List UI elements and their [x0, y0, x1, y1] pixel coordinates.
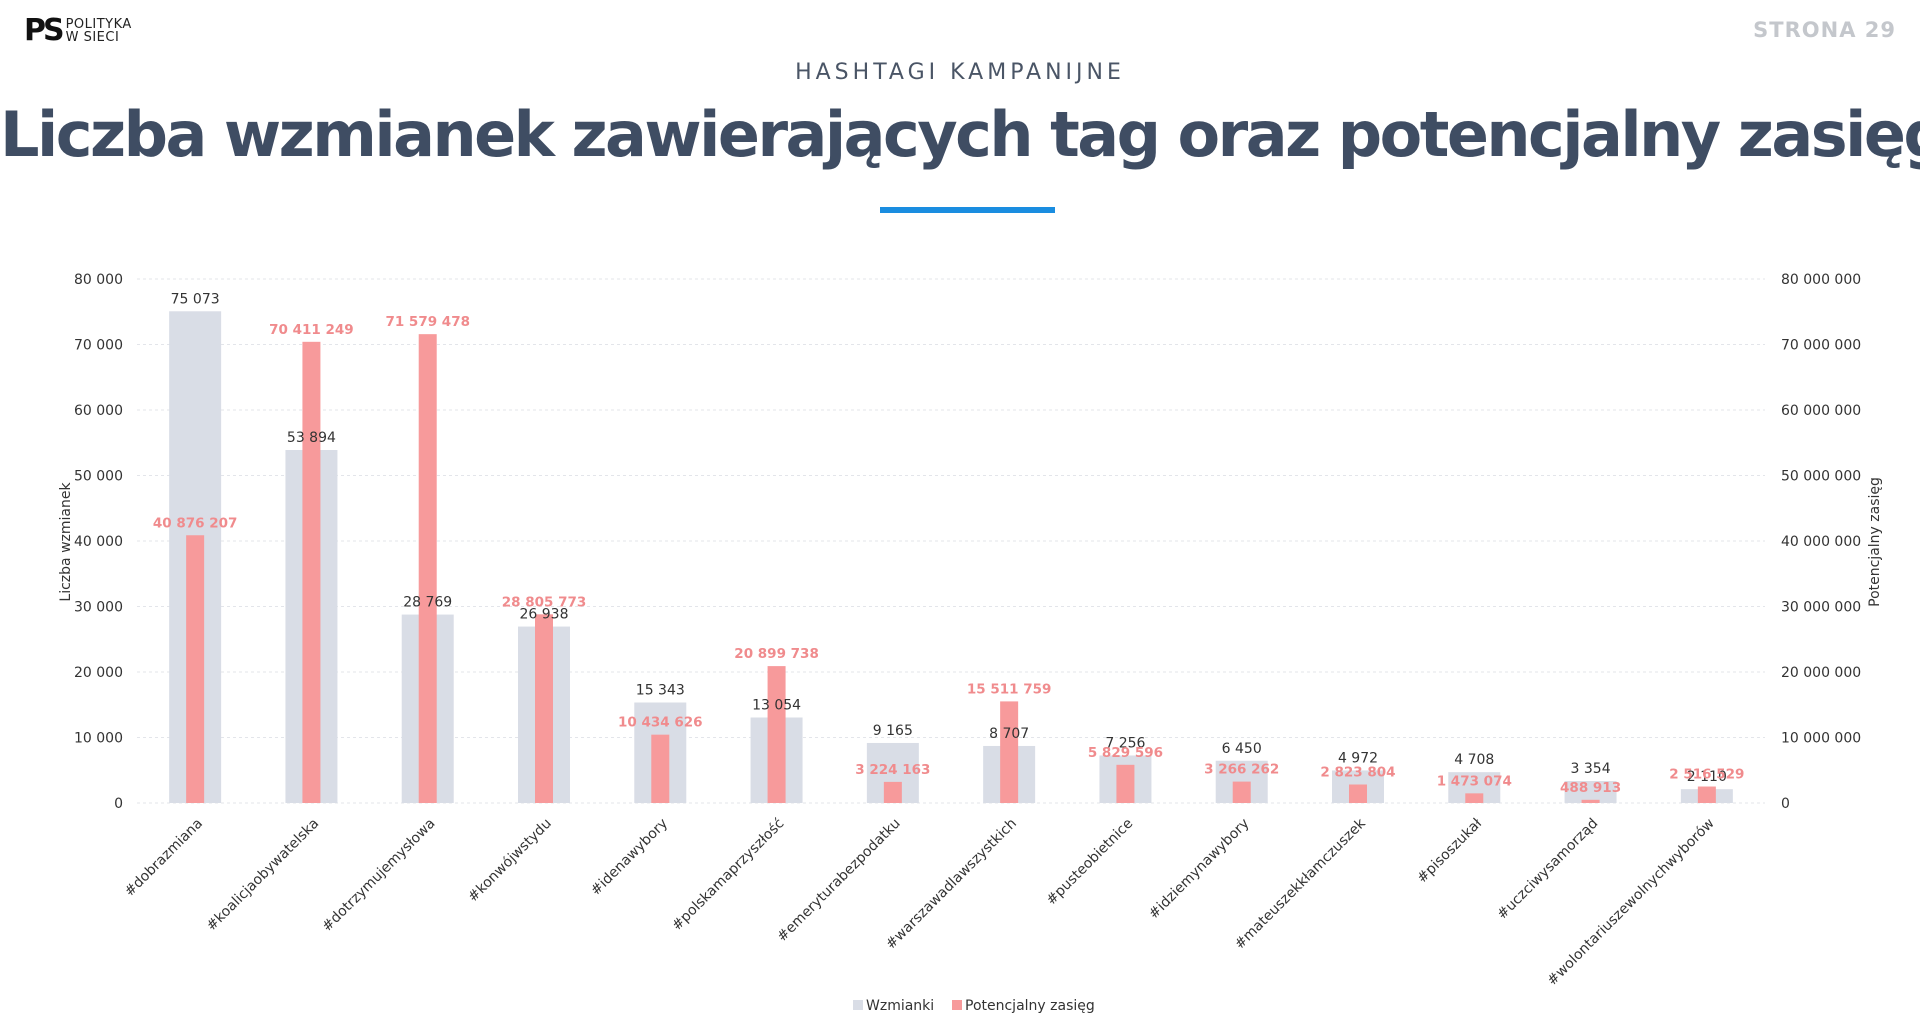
left-axis-title: Liczba wzmianek — [58, 482, 74, 602]
reach-data-label: 28 805 773 — [502, 594, 587, 610]
logo: PS POLITYKA W SIECI — [24, 16, 132, 46]
category-label: #idziemynawybory — [1146, 816, 1253, 923]
legend-label-reach: Potencjalny zasięg — [965, 998, 1095, 1014]
right-axis-title: Potencjalny zasięg — [1867, 477, 1883, 607]
title-underline — [880, 207, 1055, 213]
mentions-data-label: 3 354 — [1571, 761, 1611, 777]
y2-tick-label: 30 000 000 — [1781, 600, 1861, 616]
reach-data-label: 2 823 804 — [1320, 765, 1395, 781]
mentions-data-label: 6 450 — [1222, 741, 1262, 757]
y-tick-label: 20 000 — [74, 665, 123, 681]
left-axis-ticks: 0 10 000 20 000 30 000 40 000 50 000 60 000 70 … — [74, 272, 123, 812]
reach-bar — [1349, 784, 1367, 803]
legend: Wzmianki Potencjalny zasięg — [853, 998, 1095, 1014]
reach-bar — [1581, 799, 1600, 803]
category-label: #koalicjaobywatelska — [204, 816, 323, 935]
reach-bar — [1232, 781, 1251, 803]
reach-data-label: 10 434 626 — [618, 715, 703, 731]
reach-data-label: 40 876 207 — [153, 515, 238, 531]
mentions-data-label: 7 256 — [1105, 735, 1145, 751]
y2-tick-label: 80 000 000 — [1781, 272, 1861, 288]
y-tick-label: 60 000 — [74, 403, 123, 419]
reach-bar — [767, 666, 786, 803]
data-labels: 75 073 40 876 207 53 894 70 411 249 28 769 71… — [153, 291, 1745, 796]
mentions-data-label: 53 894 — [287, 430, 336, 446]
reach-bar — [1465, 793, 1484, 803]
logo-line-1: POLITYKA — [65, 17, 132, 32]
y2-tick-label: 50 000 000 — [1781, 469, 1861, 485]
y-tick-label: 80 000 — [74, 272, 123, 288]
category-label: #konwójwstydu — [465, 816, 555, 906]
category-labels: #dobrazmiana#koalicjaobywatelska#dotrzym… — [122, 815, 1718, 989]
reach-data-label: 71 579 478 — [385, 314, 470, 330]
category-label: #uczciwysamorząd — [1494, 816, 1601, 923]
reach-data-label: 3 224 163 — [855, 762, 930, 778]
category-label: #warszawadlawszystkich — [883, 816, 1020, 953]
category-label: #pusteobietnice — [1043, 816, 1136, 909]
reach-bar — [535, 614, 553, 803]
category-label: #polskamaprzyszłość — [669, 816, 787, 934]
y2-tick-label: 20 000 000 — [1781, 665, 1861, 681]
reach-bar — [651, 734, 670, 803]
mentions-data-label: 75 073 — [171, 291, 220, 307]
mentions-data-label: 28 769 — [403, 595, 452, 611]
mentions-data-label: 4 708 — [1454, 752, 1494, 768]
gridlines — [137, 278, 1765, 804]
y2-tick-label: 60 000 000 — [1781, 403, 1861, 419]
y-tick-label: 10 000 — [74, 731, 123, 747]
reach-bar — [1000, 701, 1019, 803]
category-label: #dobrazmiana — [122, 816, 206, 900]
mentions-data-label: 13 054 — [752, 697, 801, 713]
right-axis-ticks: 0 10 000 000 20 000 000 30 000 000 40 000 00… — [1781, 272, 1861, 812]
y-tick-label: 30 000 — [74, 600, 123, 616]
reach-data-label: 20 899 738 — [734, 646, 819, 662]
legend-swatch-mentions — [853, 1000, 863, 1010]
reach-data-label: 488 913 — [1560, 780, 1621, 796]
mentions-data-label: 15 343 — [636, 683, 685, 699]
mentions-data-label: 8 707 — [989, 726, 1029, 742]
mentions-data-label: 9 165 — [873, 723, 913, 739]
mentions-bar — [1564, 781, 1617, 803]
reach-data-label: 1 473 074 — [1437, 773, 1512, 789]
reach-data-label: 2 516 529 — [1669, 767, 1744, 783]
legend-label-mentions: Wzmianki — [866, 998, 934, 1014]
logo-mark: PS — [24, 13, 65, 48]
reach-data-label: 70 411 249 — [269, 322, 354, 338]
category-label: #pisoszukał — [1414, 816, 1485, 887]
mentions-data-label: 2 110 — [1687, 769, 1727, 785]
reach-data-label: 3 266 262 — [1204, 762, 1279, 778]
y2-tick-label: 40 000 000 — [1781, 534, 1861, 550]
reach-bar — [418, 334, 437, 803]
y-tick-label: 40 000 — [74, 534, 123, 550]
category-label: #mateuszekkłamczuszek — [1232, 815, 1370, 953]
category-label: #emeryturabezpodatku — [774, 816, 903, 945]
reach-bar — [302, 341, 321, 803]
reach-bar — [883, 781, 902, 803]
y2-tick-label: 10 000 000 — [1781, 731, 1861, 747]
y2-tick-label: 70 000 000 — [1781, 338, 1861, 354]
category-label: #idenawybory — [588, 816, 671, 899]
y-tick-label: 70 000 — [74, 338, 123, 354]
y-tick-label: 0 — [114, 796, 123, 812]
mentions-data-label: 26 938 — [520, 607, 569, 623]
logo-line-2: W SIECI — [65, 30, 120, 45]
logo-text: POLITYKA W SIECI — [66, 18, 132, 44]
page-number: STRONA 29 — [1753, 18, 1896, 42]
reach-bar — [186, 535, 205, 803]
reach-data-label: 5 829 596 — [1088, 745, 1163, 761]
reach-bar — [1697, 786, 1716, 803]
category-label: #dotrzymujemysłowa — [319, 816, 438, 935]
reach-bar — [1116, 764, 1135, 803]
y2-tick-label: 0 — [1781, 796, 1790, 812]
page-title: Liczba wzmianek zawierających tag oraz p… — [0, 98, 1920, 171]
reach-data-label: 15 511 759 — [967, 681, 1052, 697]
section-subtitle: HASHTAGI KAMPANIJNE — [795, 60, 1125, 85]
mentions-bars — [169, 311, 1733, 803]
legend-swatch-reach — [952, 1000, 962, 1010]
y-tick-label: 50 000 — [74, 469, 123, 485]
reach-bars — [186, 334, 1716, 803]
mentions-data-label: 4 972 — [1338, 750, 1378, 766]
